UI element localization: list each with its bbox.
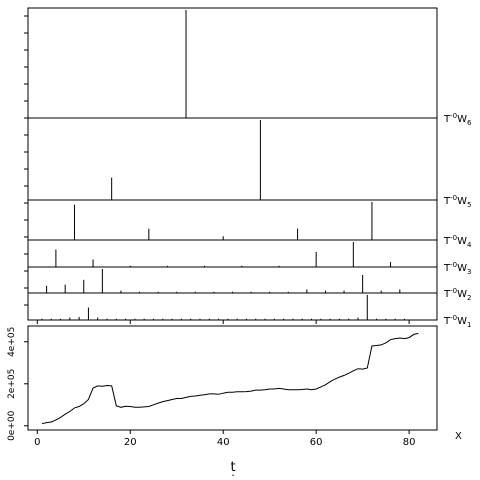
level-label-2: T-0W2: [443, 287, 471, 302]
ytick-label-2: 4e+05: [7, 327, 17, 357]
series-panel: 0 20 40 60 80 0e+00 2e+05 4e+05 tˇ X: [7, 325, 462, 480]
xtick-label-3: 60: [310, 437, 323, 448]
x-axis-sublabel: ˇ: [231, 473, 235, 480]
level-label-4: T-0W4: [443, 234, 472, 249]
level-label-5: T-0W5: [443, 194, 471, 209]
xtick-label-1: 20: [124, 437, 137, 448]
series-label: X: [455, 431, 462, 442]
xtick-label-0: 0: [34, 437, 40, 448]
wavelet-panel: T-0W6 T-0W5 T-0W4 T-0W3 T-0W2 T-0W1: [24, 7, 472, 329]
x-axis-label: t: [230, 460, 235, 475]
xtick-label-4: 80: [403, 437, 416, 448]
series-line: [41, 332, 419, 425]
ytick-label-1: 2e+05: [7, 369, 17, 399]
ytick-label-0: 0e+00: [7, 410, 17, 441]
series-frame: [27, 325, 438, 431]
wavelet-frame: [27, 7, 438, 321]
level-label-3: T-0W3: [443, 261, 471, 276]
level-label-1: T-0W1: [443, 314, 471, 329]
xtick-label-2: 40: [217, 437, 230, 448]
level-label-6: T-0W6: [443, 112, 472, 127]
